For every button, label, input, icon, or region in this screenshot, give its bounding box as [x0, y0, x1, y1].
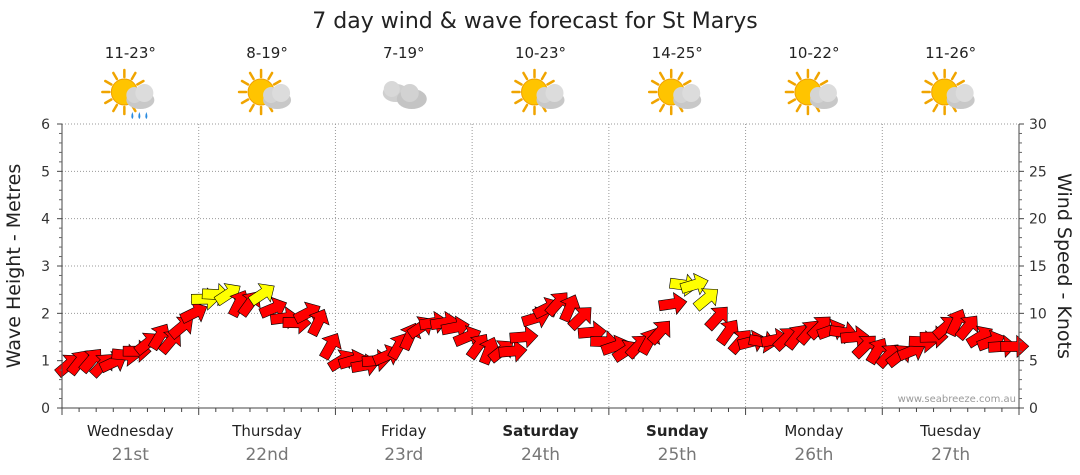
day-label: Monday [784, 422, 843, 440]
left-tick-label: 0 [41, 401, 50, 417]
date-label: 27th [931, 445, 970, 465]
date-label: 26th [794, 445, 833, 465]
date-label: 22nd [245, 445, 288, 465]
temperature-label: 10-23° [515, 44, 566, 62]
weather-icon-row [101, 68, 975, 119]
wind-arrow [715, 319, 740, 347]
date-label: 23rd [384, 445, 423, 465]
wind-arrow [440, 315, 470, 339]
grid [62, 123, 1019, 408]
sun-cloud-icon [921, 68, 975, 116]
chart-title: 7 day wind & wave forecast for St Marys [312, 9, 757, 34]
left-tick-label: 4 [41, 212, 50, 228]
left-axis-label: Wave Height - Metres [3, 164, 25, 368]
day-label: Sunday [646, 422, 709, 440]
wind-arrow [1000, 334, 1030, 359]
date-label: 25th [658, 445, 697, 465]
left-axis-ticks: 0 1 2 3 4 5 6 [41, 117, 62, 417]
left-tick-label: 2 [41, 306, 50, 322]
sun-cloud-icon [784, 68, 838, 116]
right-tick-label: 25 [1029, 164, 1047, 180]
wind-arrow [247, 283, 275, 307]
temperature-label: 7-19° [383, 44, 425, 62]
left-tick-label: 1 [41, 354, 50, 370]
wind-arrow [692, 288, 719, 312]
temperature-label: 8-19° [246, 44, 288, 62]
wind-arrow [559, 294, 582, 323]
day-label: Thursday [231, 422, 302, 440]
right-axis-ticks: 0 5 10 15 20 25 30 [1019, 117, 1047, 417]
right-axis-label: Wind Speed - Knots [1053, 173, 1075, 359]
temperature-label: 11-26° [925, 44, 976, 62]
wind-arrow [646, 320, 671, 346]
day-label: Saturday [502, 422, 579, 440]
right-tick-label: 15 [1029, 259, 1047, 275]
wind-arrow [567, 307, 592, 332]
day-label: Wednesday [87, 422, 174, 440]
wind-arrow [258, 296, 288, 319]
wind-arrow [679, 272, 709, 296]
right-tick-label: 0 [1029, 401, 1038, 417]
left-tick-label: 5 [41, 164, 50, 180]
wind-arrow [478, 336, 501, 366]
date-label: 21st [112, 445, 149, 465]
date-label: 24th [521, 445, 560, 465]
wind-arrow [658, 291, 688, 316]
sun-cloud-icon [237, 68, 292, 116]
day-label: Friday [381, 422, 427, 440]
temperature-row: 11-23° 8-19° 7-19° 10-23° 14-25° 10-22° 11-26° [105, 44, 976, 62]
wind-arrow [319, 333, 342, 361]
wind-arrow [179, 301, 208, 324]
wind-arrow [498, 339, 528, 363]
wind-arrow [704, 306, 728, 332]
wind-arrows [54, 272, 1030, 379]
temperature-label: 10-22° [788, 44, 839, 62]
x-axis-labels: Wednesday 21st Thursday 22nd Friday 23rd Satur… [61, 408, 1020, 465]
credit-text: www.seabreeze.com.au [898, 394, 1016, 405]
sun-cloud-rain-icon [101, 68, 155, 119]
sun-cloud-icon [647, 68, 702, 116]
right-tick-label: 10 [1029, 306, 1047, 322]
wind-arrow [954, 315, 979, 342]
left-tick-label: 3 [41, 259, 50, 275]
temperature-label: 11-23° [105, 44, 156, 62]
right-tick-label: 30 [1029, 117, 1047, 133]
day-label: Tuesday [919, 422, 981, 440]
wind-arrow [167, 316, 194, 341]
left-tick-label: 6 [41, 117, 50, 133]
right-tick-label: 20 [1029, 212, 1047, 228]
wind-arrow [509, 325, 539, 349]
temperature-label: 14-25° [652, 44, 703, 62]
cloud-icon [382, 81, 427, 109]
sun-cloud-icon [511, 68, 565, 116]
wind-arrow [307, 308, 330, 338]
right-tick-label: 5 [1029, 354, 1038, 370]
